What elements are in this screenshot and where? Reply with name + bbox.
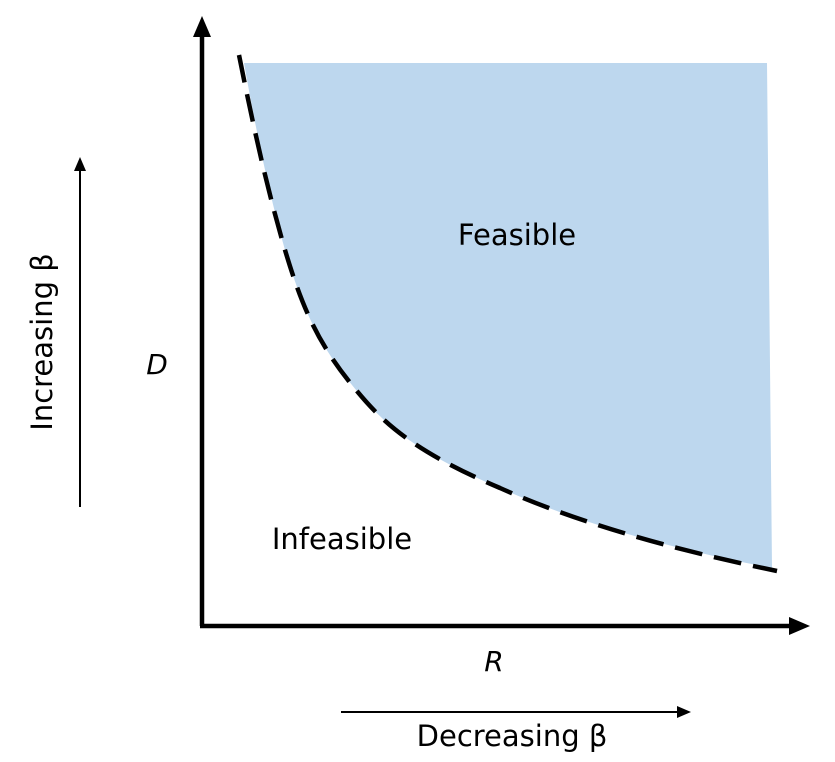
infeasible-label: Infeasible: [272, 522, 412, 556]
x-axis-label: R: [484, 645, 503, 678]
boundary-curve: [236, 54, 778, 574]
y-axis-arrowhead: [193, 16, 211, 37]
decreasing-beta-arrowhead: [677, 706, 691, 718]
x-axis-arrowhead: [789, 617, 810, 635]
y-axis-label: D: [146, 348, 168, 381]
increasing-beta-label: Increasing β: [25, 253, 59, 430]
decreasing-beta-label: Decreasing β: [417, 719, 608, 753]
feasible-label: Feasible: [458, 218, 576, 252]
increasing-beta-arrowhead: [74, 157, 86, 171]
feasible-region: [244, 63, 772, 568]
